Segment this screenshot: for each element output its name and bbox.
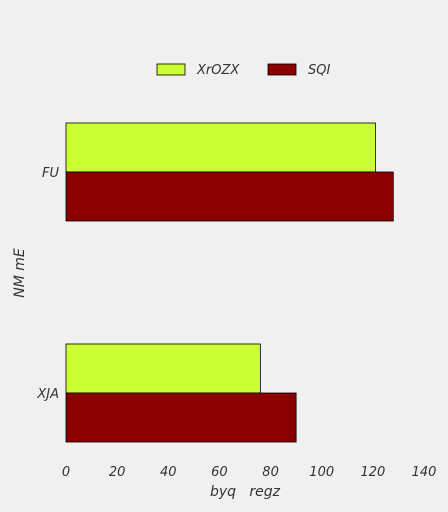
bar-sqi-fu (65, 171, 394, 222)
legend-swatch-sqi (267, 63, 297, 76)
bar-xrozx-xja (65, 343, 261, 394)
legend-swatch-xrozx (156, 63, 186, 76)
x-axis-label: byq regz (210, 484, 281, 500)
x-tick-label: 40 (160, 465, 177, 480)
legend-label-xrozx: XrOZX (196, 63, 240, 78)
x-tick-label: 100 (309, 465, 334, 480)
x-tick-label: 120 (360, 465, 385, 480)
y-axis-label: NM mE (12, 248, 28, 298)
x-tick-label: 80 (262, 465, 279, 480)
legend-label-sqi: SQI (308, 63, 330, 78)
bar-sqi-xja (65, 392, 297, 443)
x-tick-label: 60 (211, 465, 228, 480)
legend: XrOZX SQI (156, 63, 330, 78)
x-tick-label: 0 (62, 465, 70, 480)
x-tick-label: 140 (412, 465, 437, 480)
category-labels: FU XJA (36, 166, 59, 402)
bar-xrozx-fu (65, 122, 376, 173)
x-tick-label: 20 (109, 465, 126, 480)
category-label: FU (42, 166, 59, 181)
bars-group (65, 122, 394, 443)
x-tick-labels: 0 20 40 60 80 100 120 140 (62, 465, 437, 480)
category-label: XJA (36, 387, 59, 402)
